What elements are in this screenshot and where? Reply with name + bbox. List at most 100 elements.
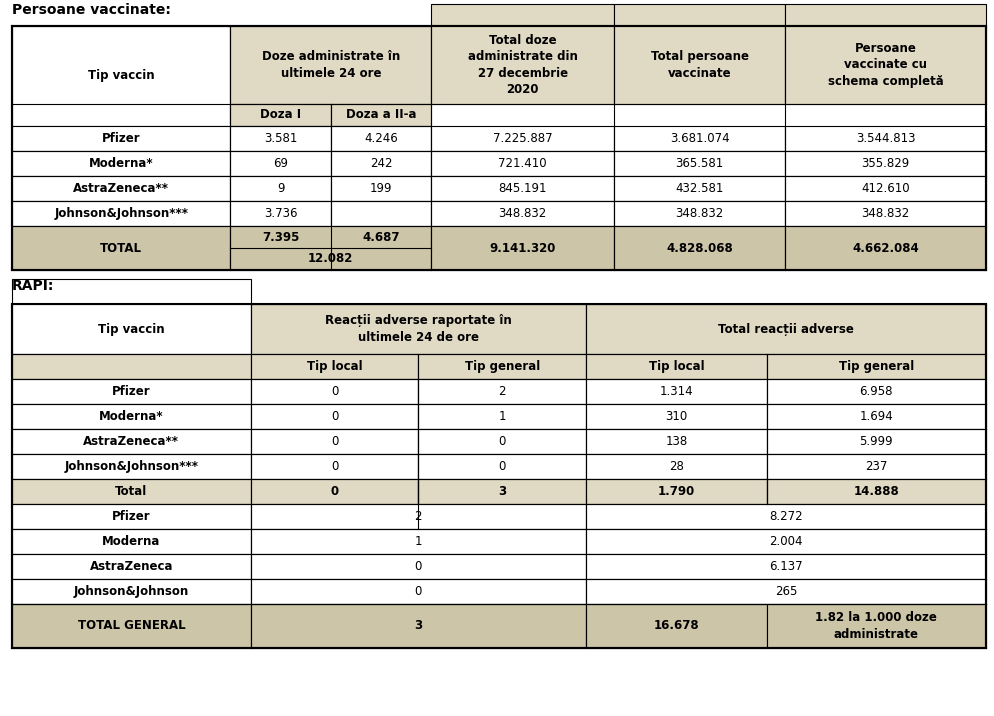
Bar — [614, 226, 785, 270]
Bar — [250, 604, 586, 648]
Text: Pfizer: Pfizer — [102, 132, 140, 145]
Text: Moderna*: Moderna* — [88, 157, 153, 170]
Text: 138: 138 — [665, 435, 688, 448]
Bar — [586, 479, 766, 504]
Text: 348.832: 348.832 — [676, 207, 724, 220]
Text: 265: 265 — [775, 585, 797, 598]
Bar — [431, 176, 614, 201]
Text: 7.225.887: 7.225.887 — [493, 132, 553, 145]
Bar — [766, 479, 986, 504]
Text: Persoane vaccinate:: Persoane vaccinate: — [12, 3, 171, 17]
Text: Tip vaccin: Tip vaccin — [87, 69, 154, 82]
Text: 237: 237 — [865, 460, 888, 473]
Bar — [12, 479, 250, 504]
Bar — [331, 151, 431, 176]
Bar — [12, 126, 231, 151]
Text: Tip general: Tip general — [464, 360, 540, 373]
Bar — [614, 176, 785, 201]
Bar — [418, 429, 586, 454]
Bar — [586, 404, 766, 429]
Text: 0: 0 — [499, 435, 506, 448]
Bar — [586, 554, 986, 579]
Bar — [431, 126, 614, 151]
Bar — [418, 354, 586, 379]
Bar — [12, 529, 250, 554]
Bar — [586, 529, 986, 554]
Text: 7.395: 7.395 — [261, 231, 299, 243]
Text: 348.832: 348.832 — [498, 207, 547, 220]
Bar — [431, 151, 614, 176]
Text: Johnson&Johnson***: Johnson&Johnson*** — [65, 460, 199, 473]
Text: 4.687: 4.687 — [362, 231, 400, 243]
Bar — [586, 604, 766, 648]
Bar — [766, 429, 986, 454]
Bar — [785, 176, 986, 201]
Bar — [250, 504, 586, 529]
Text: 9: 9 — [277, 182, 284, 195]
Bar — [418, 479, 586, 504]
Text: TOTAL: TOTAL — [100, 241, 142, 254]
Bar — [231, 201, 331, 226]
Bar — [766, 454, 986, 479]
Bar — [586, 579, 986, 604]
Text: 69: 69 — [273, 157, 288, 170]
Bar — [250, 429, 418, 454]
Text: 1.790: 1.790 — [658, 485, 695, 498]
Text: AstraZeneca: AstraZeneca — [89, 560, 173, 573]
Bar — [418, 454, 586, 479]
Text: Doze administrate în
ultimele 24 ore: Doze administrate în ultimele 24 ore — [261, 50, 400, 79]
Text: 1.314: 1.314 — [660, 385, 693, 398]
Text: 348.832: 348.832 — [862, 207, 910, 220]
Text: 2: 2 — [498, 385, 506, 398]
Bar — [766, 379, 986, 404]
Text: Johnson&Johnson: Johnson&Johnson — [74, 585, 189, 598]
Bar — [12, 26, 986, 270]
Text: 3.581: 3.581 — [263, 132, 297, 145]
Bar — [12, 404, 250, 429]
Text: 0: 0 — [330, 485, 339, 498]
Bar — [250, 579, 586, 604]
Bar — [231, 151, 331, 176]
Text: 6.137: 6.137 — [769, 560, 803, 573]
Text: 4.246: 4.246 — [364, 132, 398, 145]
Text: 0: 0 — [414, 585, 422, 598]
Bar — [785, 226, 986, 270]
Text: Tip local: Tip local — [307, 360, 363, 373]
Text: Total persoane
vaccinate: Total persoane vaccinate — [651, 50, 748, 79]
Bar — [586, 304, 986, 354]
Text: 3.544.813: 3.544.813 — [856, 132, 915, 145]
Bar — [586, 454, 766, 479]
Bar — [785, 126, 986, 151]
Text: Total doze
administrate din
27 decembrie
2020: Total doze administrate din 27 decembrie… — [467, 34, 578, 96]
Text: RAPI:: RAPI: — [12, 279, 55, 293]
Bar — [614, 126, 785, 151]
Bar — [12, 604, 250, 648]
Text: Doza a II-a: Doza a II-a — [346, 109, 416, 122]
Bar — [12, 354, 250, 379]
Text: Johnson&Johnson***: Johnson&Johnson*** — [55, 207, 188, 220]
Text: 355.829: 355.829 — [862, 157, 910, 170]
Text: 721.410: 721.410 — [498, 157, 547, 170]
Bar — [12, 279, 250, 354]
Bar — [12, 176, 231, 201]
Text: 1: 1 — [414, 535, 422, 548]
Bar — [614, 201, 785, 226]
Text: AstraZeneca**: AstraZeneca** — [83, 435, 179, 448]
Bar — [12, 304, 986, 648]
Text: 16.678: 16.678 — [654, 619, 699, 632]
Bar — [614, 151, 785, 176]
Text: 1: 1 — [498, 410, 506, 423]
Bar — [766, 604, 986, 648]
Bar — [12, 379, 250, 404]
Bar — [431, 201, 614, 226]
Text: 1.694: 1.694 — [860, 410, 894, 423]
Text: 242: 242 — [370, 157, 393, 170]
Bar — [766, 404, 986, 429]
Bar — [12, 226, 231, 270]
Text: Tip vaccin: Tip vaccin — [98, 322, 165, 336]
Bar — [785, 201, 986, 226]
Text: 6.958: 6.958 — [860, 385, 893, 398]
Bar — [614, 4, 785, 104]
Bar — [12, 454, 250, 479]
Bar — [586, 504, 986, 529]
